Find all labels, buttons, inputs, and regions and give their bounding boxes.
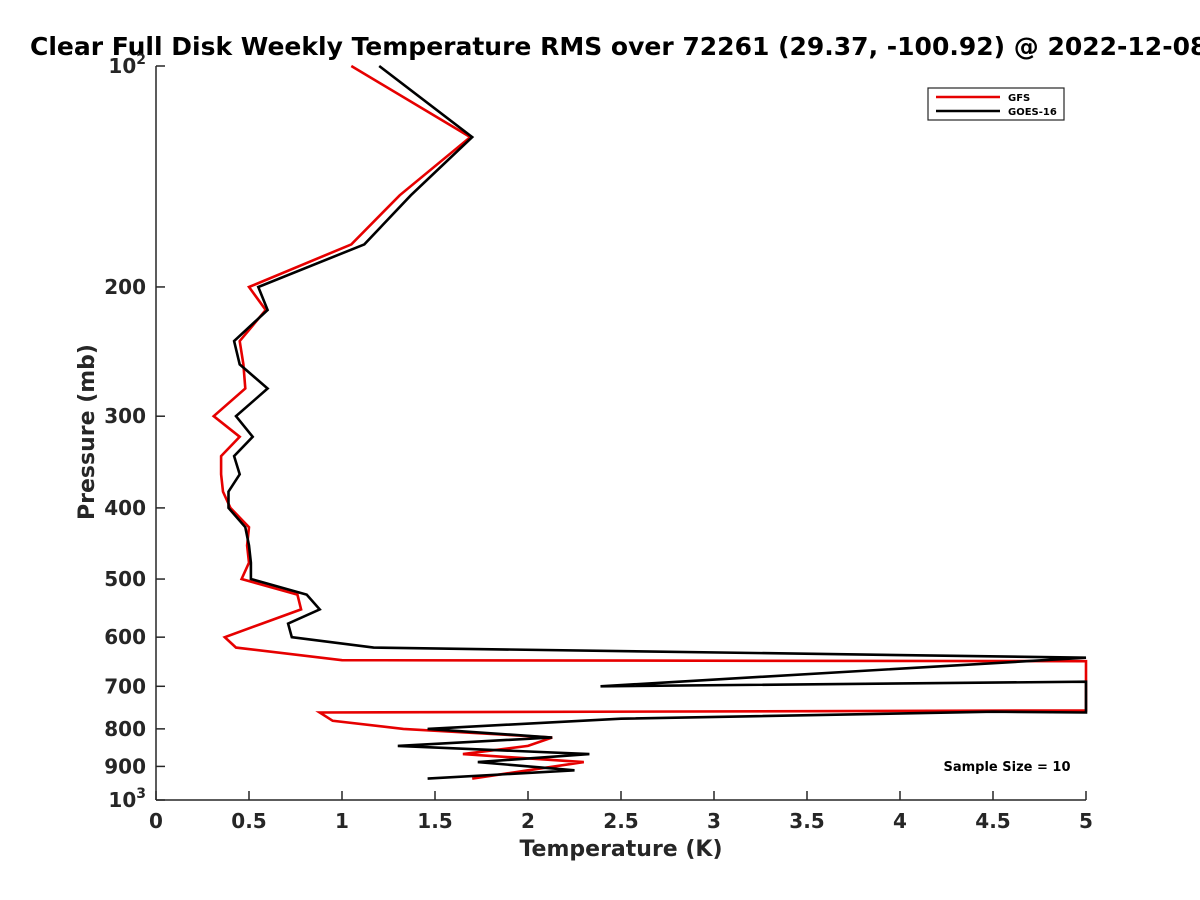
y-tick-label: 400 xyxy=(104,496,146,520)
series-line-gfs xyxy=(211,64,1088,780)
y-tick-label: 103 xyxy=(108,786,146,812)
x-tick-label: 0 xyxy=(149,809,163,833)
y-tick-label: 200 xyxy=(104,275,146,299)
y-tick-label: 700 xyxy=(104,674,146,698)
x-tick-label: 1 xyxy=(335,809,349,833)
x-tick-label: 3.5 xyxy=(789,809,824,833)
x-tick-label: 1.5 xyxy=(417,809,452,833)
y-tick-label: 102 xyxy=(108,52,146,78)
legend: GFS GOES-16 xyxy=(927,87,1065,121)
x-tick-label: 4 xyxy=(893,809,907,833)
y-axis-label: Pressure (mb) xyxy=(75,344,100,520)
y-tick-label: 600 xyxy=(104,625,146,649)
series-line-goes-16 xyxy=(227,64,1088,780)
x-tick-label: 4.5 xyxy=(975,809,1010,833)
series-layer xyxy=(211,64,1088,780)
x-tick-label: 0.5 xyxy=(231,809,266,833)
chart-title: Clear Full Disk Weekly Temperature RMS o… xyxy=(30,32,1200,61)
x-tick-label: 3 xyxy=(707,809,721,833)
y-tick-label: 500 xyxy=(104,567,146,591)
x-axis-label: Temperature (K) xyxy=(519,837,722,862)
x-tick-label: 2 xyxy=(521,809,535,833)
axes: 0 0.5 1 1.5 2 2.5 3 3.5 4 4.5 5 102 200 300 400 500 600 7… xyxy=(104,52,1093,833)
y-tick-label: 900 xyxy=(104,754,146,778)
legend-box xyxy=(927,87,1065,121)
y-tick-label: 800 xyxy=(104,717,146,741)
legend-label: GOES-16 xyxy=(1008,107,1057,118)
x-tick-label: 2.5 xyxy=(603,809,638,833)
legend-label: GFS xyxy=(1008,93,1030,104)
y-tick-label: 300 xyxy=(104,404,146,428)
sample-size-annotation: Sample Size = 10 xyxy=(943,760,1070,775)
x-tick-label: 5 xyxy=(1079,809,1093,833)
